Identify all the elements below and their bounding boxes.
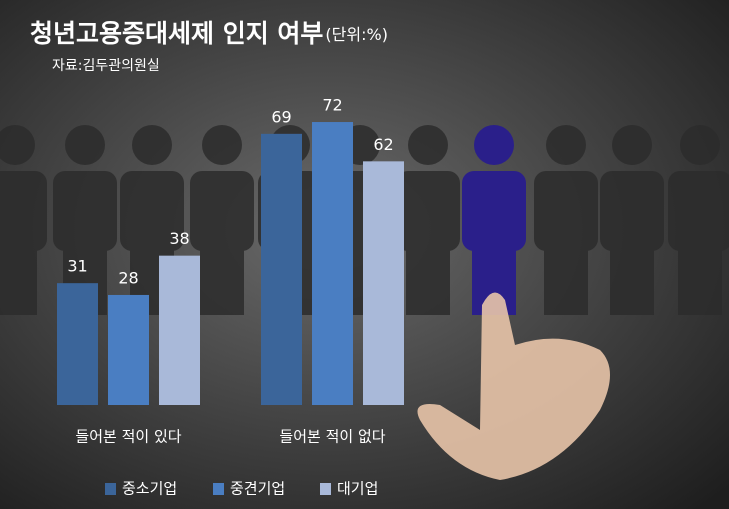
title-main: 청년고용증대세제 인지 여부	[30, 19, 323, 48]
legend-label: 대기업	[337, 480, 378, 498]
hand	[417, 292, 610, 480]
legend-label: 중소기업	[122, 480, 177, 498]
value-label: 69	[271, 107, 291, 126]
legend-label: 중견기업	[230, 480, 285, 498]
bar	[363, 161, 404, 405]
bar	[312, 122, 353, 405]
bar	[57, 283, 98, 405]
legend-swatch	[320, 483, 331, 495]
x-tick-label: 들어본 적이 있다	[75, 428, 181, 446]
value-label: 31	[67, 257, 87, 276]
value-label: 62	[373, 135, 393, 154]
legend-swatch	[213, 483, 224, 495]
x-tick-label: 들어본 적이 없다	[279, 428, 385, 446]
bar	[261, 133, 302, 405]
legend-swatch	[105, 483, 116, 495]
unit-note: (단위:%)	[325, 25, 388, 44]
bar	[108, 294, 149, 405]
chart-title: 청년고용증대세제 인지 여부 (단위:%)	[30, 19, 388, 48]
value-label: 72	[322, 96, 342, 115]
value-label: 38	[169, 229, 189, 248]
value-label: 28	[118, 268, 138, 287]
bar	[159, 255, 200, 405]
chart-subtitle: 자료:김두관의원실	[52, 58, 160, 74]
